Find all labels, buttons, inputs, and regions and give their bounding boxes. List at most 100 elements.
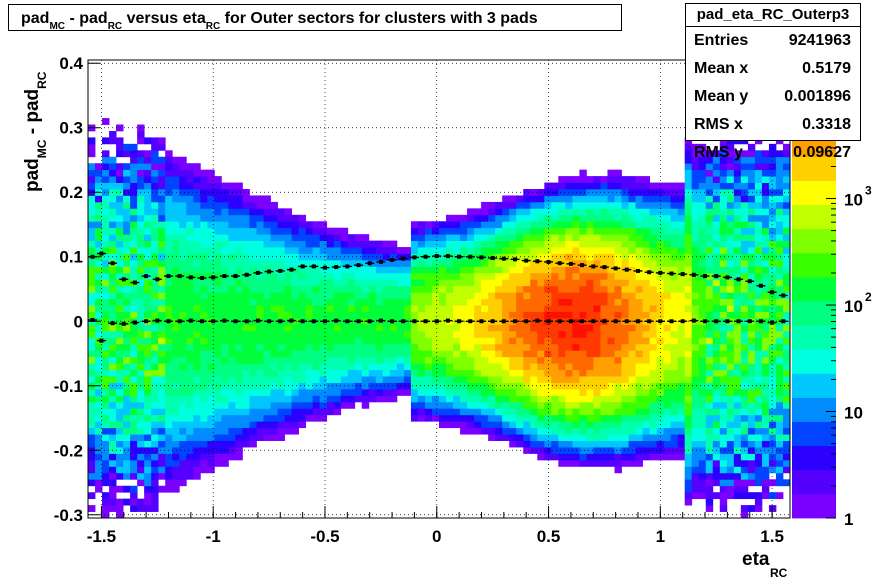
heatmap-cell: [614, 214, 622, 222]
heatmap-cell: [754, 292, 763, 300]
heatmap-cell: [691, 227, 700, 235]
heatmap-cell: [481, 227, 489, 235]
heatmap-cell: [761, 247, 770, 254]
heatmap-cell: [123, 447, 131, 454]
heatmap-cell: [754, 350, 763, 358]
heatmap-cell: [740, 356, 749, 364]
heatmap-cell: [691, 408, 700, 416]
heatmap-cell: [95, 195, 103, 203]
profile-marker: [457, 319, 462, 324]
heatmap-cell: [242, 434, 250, 441]
heatmap-cell: [193, 221, 201, 229]
heatmap-cell: [410, 247, 419, 254]
heatmap-cell: [544, 337, 552, 345]
heatmap-cell: [537, 285, 545, 293]
heatmap-cell: [165, 472, 173, 480]
heatmap-cell: [123, 466, 131, 474]
heatmap-cell: [719, 376, 728, 383]
heatmap-cell: [305, 324, 314, 332]
heatmap-cell: [424, 363, 433, 371]
heatmap-cell: [354, 253, 363, 261]
heatmap-cell: [656, 247, 665, 254]
heatmap-cell: [165, 350, 173, 358]
heatmap-cell: [109, 272, 117, 280]
heatmap-cell: [684, 214, 693, 222]
profile-marker: [557, 319, 562, 324]
heatmap-cell: [116, 363, 124, 371]
heatmap-cell: [733, 479, 742, 487]
heatmap-cell: [326, 234, 335, 242]
heatmap-cell: [649, 376, 658, 383]
heatmap-cell: [635, 343, 643, 351]
heatmap-cell: [424, 247, 433, 254]
profile-marker: [99, 251, 104, 256]
heatmap-cell: [691, 434, 700, 441]
heatmap-cell: [656, 208, 665, 216]
heatmap-cell: [754, 163, 763, 171]
heatmap-cell: [109, 369, 117, 377]
heatmap-cell: [446, 324, 454, 332]
heatmap-cell: [130, 369, 138, 377]
heatmap-cell: [298, 221, 307, 229]
profile-marker: [244, 319, 249, 324]
heatmap-cell: [291, 272, 299, 280]
heatmap-cell: [249, 201, 257, 209]
heatmap-cell: [158, 363, 166, 371]
heatmap-cell: [144, 485, 152, 493]
heatmap-cell: [88, 137, 96, 145]
heatmap-cell: [298, 253, 307, 261]
heatmap-cell: [649, 272, 658, 280]
heatmap-cell: [389, 247, 398, 254]
heatmap-cell: [502, 221, 510, 229]
heatmap-cell: [642, 305, 650, 312]
heatmap-cell: [200, 427, 208, 435]
heatmap-cell: [768, 150, 777, 158]
heatmap-cell: [572, 259, 580, 267]
heatmap-cell: [284, 388, 292, 396]
heatmap-cell: [635, 434, 643, 441]
heatmap-cell: [544, 279, 552, 287]
heatmap-cell: [102, 479, 110, 487]
heatmap-cell: [214, 376, 222, 383]
heatmap-cell: [586, 408, 594, 416]
heatmap-cell: [586, 369, 594, 377]
heatmap-cell: [663, 195, 672, 203]
heatmap-cell: [305, 292, 314, 300]
heatmap-cell: [228, 330, 236, 338]
heatmap-cell: [481, 324, 489, 332]
heatmap-cell: [228, 401, 236, 409]
heatmap-cell: [488, 285, 496, 293]
heatmap-cell: [312, 266, 321, 274]
heatmap-cell: [579, 305, 587, 312]
heatmap-cell: [649, 350, 658, 358]
heatmap-cell: [635, 201, 643, 209]
heatmap-cell: [754, 214, 763, 222]
heatmap-cell: [712, 195, 721, 203]
heatmap-cell: [277, 279, 285, 287]
heatmap-cell: [551, 421, 559, 429]
heatmap-cell: [481, 350, 489, 358]
heatmap-cell: [712, 324, 721, 332]
heatmap-cell: [151, 221, 159, 229]
heatmap-cell: [495, 292, 503, 300]
heatmap-cell: [102, 382, 110, 390]
heatmap-cell: [284, 279, 292, 287]
heatmap-cell: [277, 337, 285, 345]
heatmap-cell: [544, 453, 552, 461]
heatmap-cell: [446, 240, 454, 248]
heatmap-cell: [165, 292, 173, 300]
heatmap-cell: [235, 201, 243, 209]
heatmap-cell: [747, 182, 756, 190]
heatmap-cell: [95, 285, 103, 293]
heatmap-cell: [635, 447, 643, 454]
heatmap-cell: [333, 298, 342, 306]
heatmap-cell: [172, 214, 180, 222]
heatmap-cell: [263, 356, 271, 364]
heatmap-cell: [207, 376, 215, 383]
heatmap-cell: [775, 176, 784, 183]
heatmap-cell: [586, 421, 594, 429]
heatmap-cell: [270, 247, 278, 254]
heatmap-cell: [747, 453, 756, 461]
heatmap-cell: [347, 305, 356, 312]
heatmap-cell: [747, 311, 756, 319]
